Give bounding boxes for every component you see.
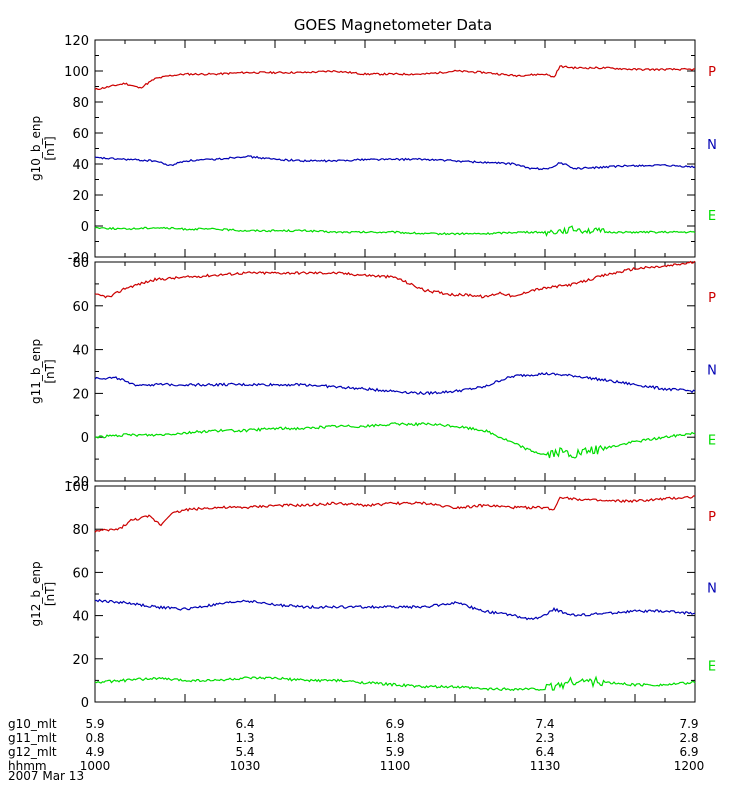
y-tick-label: 120 bbox=[64, 34, 89, 49]
x-table-value: 7.4 bbox=[535, 717, 554, 731]
x-table-row: g11_mlt 0.8 1.3 1.8 2.3 2.8 bbox=[8, 731, 699, 745]
x-table-value: 1030 bbox=[230, 759, 261, 773]
y-tick-label: 40 bbox=[72, 610, 89, 625]
y-tick-label: 40 bbox=[72, 158, 89, 173]
series-label-e: E bbox=[708, 659, 716, 674]
x-table-row-label: hhmm bbox=[8, 759, 47, 773]
y-tick-label: 60 bbox=[72, 566, 89, 581]
plot-frame bbox=[94, 485, 696, 703]
x-table-value: 0.8 bbox=[85, 731, 104, 745]
x-table-value: 1.8 bbox=[385, 731, 404, 745]
x-table-value: 6.9 bbox=[679, 745, 698, 759]
x-table-value: 1100 bbox=[380, 759, 411, 773]
y-tick-label: 60 bbox=[72, 127, 89, 142]
x-table-row: g12_mlt 4.9 5.4 5.9 6.4 6.9 bbox=[8, 745, 699, 759]
y-axis-unit: [nT] bbox=[43, 136, 57, 160]
series-line-e bbox=[94, 225, 696, 238]
panel-1: -20 0 20 40 60 80 100 120 g10_b_enp [nT] P N E bbox=[29, 34, 717, 266]
plot-frame bbox=[94, 39, 696, 258]
x-table-row-label: g12_mlt bbox=[8, 745, 57, 759]
y-tick-label: 40 bbox=[72, 344, 89, 359]
panel-2: -20 0 20 40 60 80 g11_b_enp [nT] P N E bbox=[29, 256, 717, 490]
series-line-n bbox=[94, 598, 696, 621]
y-axis-label: g10_b_enp bbox=[29, 116, 43, 181]
y-tick-label: 100 bbox=[64, 65, 89, 80]
series-label-e: E bbox=[708, 209, 716, 224]
y-tick-label: -20 bbox=[68, 251, 89, 266]
series-label-n: N bbox=[707, 582, 717, 597]
series-label-n: N bbox=[707, 363, 717, 378]
series-label-p: P bbox=[708, 65, 716, 80]
y-tick-label: 60 bbox=[72, 300, 89, 315]
x-table-value: 2.8 bbox=[679, 731, 698, 745]
y-tick-label: -20 bbox=[68, 475, 89, 490]
series-label-p: P bbox=[708, 510, 716, 525]
x-table-value: 5.4 bbox=[235, 745, 254, 759]
series-line-p bbox=[94, 495, 696, 533]
y-axis-label: g12_b_enp bbox=[29, 561, 43, 626]
y-tick-label: 80 bbox=[72, 523, 89, 538]
series-line-n bbox=[94, 371, 696, 396]
x-axis-table: g10_mlt 5.9 6.4 6.9 7.4 7.9 g11_mlt 0.8 1.3 1.8 2.… bbox=[8, 717, 704, 773]
series-line-p bbox=[94, 65, 696, 91]
y-axis-unit: [nT] bbox=[43, 359, 57, 383]
x-table-value: 5.9 bbox=[385, 745, 404, 759]
x-table-value: 7.9 bbox=[679, 717, 698, 731]
x-table-value: 4.9 bbox=[85, 745, 104, 759]
x-table-row: g10_mlt 5.9 6.4 6.9 7.4 7.9 bbox=[8, 717, 699, 731]
y-tick-label: 20 bbox=[72, 387, 89, 402]
y-tick-label: 0 bbox=[81, 220, 89, 235]
x-table-value: 1200 bbox=[674, 759, 705, 773]
series-line-e bbox=[94, 675, 696, 692]
x-table-row-label: g11_mlt bbox=[8, 731, 57, 745]
chart-title: GOES Magnetometer Data bbox=[294, 16, 492, 34]
y-axis-unit: [nT] bbox=[43, 582, 57, 606]
x-table-row-label: g10_mlt bbox=[8, 717, 57, 731]
x-table-value: 5.9 bbox=[85, 717, 104, 731]
y-tick-label: 80 bbox=[72, 256, 89, 271]
series-line-p bbox=[94, 260, 696, 299]
y-tick-label: 0 bbox=[81, 431, 89, 446]
panel-3: 0 20 40 60 80 100 g12_b_enp [nT] P N E bbox=[29, 480, 717, 711]
x-table-value: 1000 bbox=[80, 759, 111, 773]
series-line-e bbox=[94, 421, 696, 459]
x-table-value: 6.9 bbox=[385, 717, 404, 731]
x-table-value: 2.3 bbox=[535, 731, 554, 745]
series-label-p: P bbox=[708, 291, 716, 306]
series-label-n: N bbox=[707, 138, 717, 153]
y-tick-label: 0 bbox=[81, 696, 89, 711]
y-axis-label: g11_b_enp bbox=[29, 339, 43, 404]
x-table-value: 6.4 bbox=[535, 745, 554, 759]
y-tick-label: 20 bbox=[72, 189, 89, 204]
y-tick-label: 100 bbox=[64, 480, 89, 495]
date-label: 2007 Mar 13 bbox=[8, 769, 84, 783]
x-table-value: 1.3 bbox=[235, 731, 254, 745]
x-table-value: 6.4 bbox=[235, 717, 254, 731]
x-table-row: hhmm 1000 1030 1100 1130 1200 bbox=[8, 759, 704, 773]
x-table-value: 1130 bbox=[530, 759, 561, 773]
y-tick-label: 20 bbox=[72, 653, 89, 668]
series-line-n bbox=[94, 155, 696, 171]
series-label-e: E bbox=[708, 433, 716, 448]
y-tick-label: 80 bbox=[72, 96, 89, 111]
